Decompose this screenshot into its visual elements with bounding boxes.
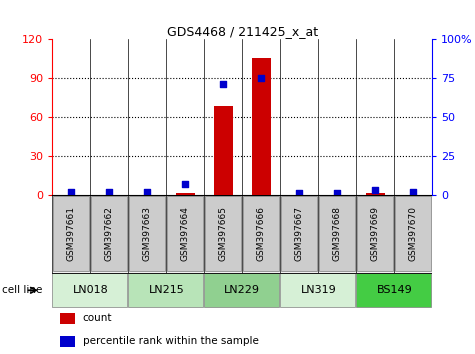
FancyBboxPatch shape [91,196,127,271]
FancyBboxPatch shape [204,273,279,307]
Bar [252,58,271,195]
Text: GSM397664: GSM397664 [181,206,190,261]
Point [181,181,189,187]
Text: GSM397665: GSM397665 [219,206,228,261]
Text: LN229: LN229 [224,285,260,295]
Text: cell line: cell line [2,285,43,295]
Point [105,189,113,194]
Text: LN215: LN215 [148,285,184,295]
FancyBboxPatch shape [167,196,203,271]
Bar [60,336,75,347]
Point [143,189,151,194]
Point [257,75,265,81]
Text: GSM397669: GSM397669 [371,206,380,261]
Text: LN018: LN018 [72,285,108,295]
Text: GSM397663: GSM397663 [143,206,152,261]
Text: GSM397662: GSM397662 [105,206,114,261]
Bar [176,193,195,195]
FancyBboxPatch shape [395,196,431,271]
Text: BS149: BS149 [376,285,412,295]
FancyBboxPatch shape [357,196,393,271]
Text: count: count [83,313,112,323]
Text: GSM397661: GSM397661 [67,206,76,261]
Point [67,189,75,194]
Text: GSM397666: GSM397666 [257,206,266,261]
Text: LN319: LN319 [300,285,336,295]
FancyBboxPatch shape [53,196,89,271]
FancyBboxPatch shape [281,196,317,271]
Point [371,187,379,193]
Bar [214,107,233,195]
Text: GSM397668: GSM397668 [333,206,342,261]
Bar [366,193,385,195]
FancyBboxPatch shape [356,273,431,307]
Point [409,189,417,194]
FancyBboxPatch shape [128,273,203,307]
FancyBboxPatch shape [280,273,355,307]
Text: GSM397667: GSM397667 [295,206,304,261]
FancyBboxPatch shape [52,273,127,307]
Bar [60,313,75,324]
Point [219,81,227,87]
Text: percentile rank within the sample: percentile rank within the sample [83,336,258,346]
Title: GDS4468 / 211425_x_at: GDS4468 / 211425_x_at [167,25,318,38]
FancyBboxPatch shape [243,196,279,271]
Text: GSM397670: GSM397670 [409,206,418,261]
FancyBboxPatch shape [205,196,241,271]
FancyBboxPatch shape [129,196,165,271]
Point [333,190,341,196]
FancyBboxPatch shape [319,196,355,271]
Point [295,190,303,196]
